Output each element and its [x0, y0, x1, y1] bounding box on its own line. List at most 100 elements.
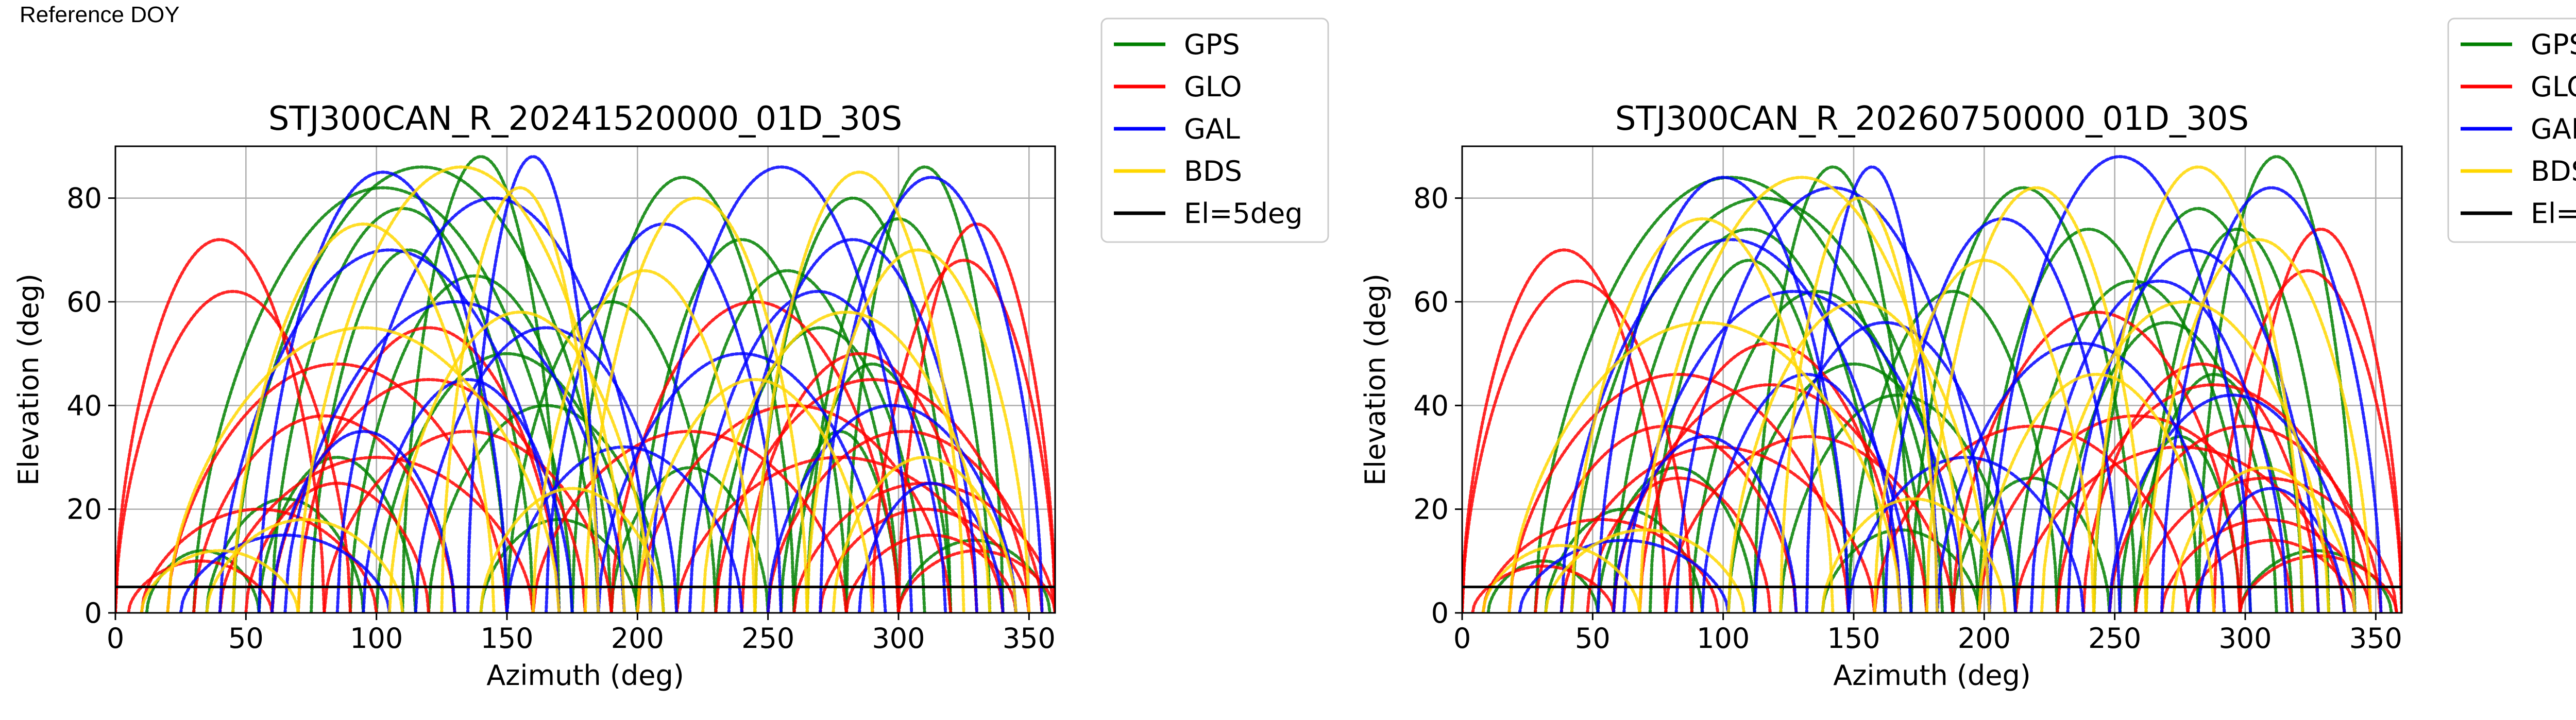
track-bds — [140, 549, 300, 613]
legend-label: GPS — [2531, 28, 2576, 61]
track-gal — [1612, 435, 1798, 613]
chart-title: STJ300CAN_R_20260750000_01D_30S — [1615, 100, 2249, 138]
track-glo — [2014, 445, 2346, 613]
legend-box — [1100, 18, 1329, 243]
track-bds — [1779, 196, 1939, 613]
series-bds — [140, 165, 1031, 613]
track-bds — [231, 222, 496, 613]
plot-frame — [114, 145, 1056, 614]
track-glo — [609, 300, 900, 613]
track-glo — [140, 507, 378, 613]
x-tick-label: 350 — [2349, 622, 2402, 655]
chart-title: STJ300CAN_R_20241520000_01D_30S — [268, 100, 902, 138]
track-glo — [1951, 311, 2242, 613]
track-gal — [819, 176, 1044, 613]
track-glo — [2134, 476, 2398, 613]
x-axis-label: Azimuth (deg) — [1833, 659, 2031, 692]
track-glo — [740, 352, 978, 613]
track-bds — [1570, 217, 1835, 613]
track-glo — [218, 455, 535, 613]
y-axis-label: Elevation (deg) — [12, 273, 45, 486]
x-tick-label: 150 — [480, 622, 533, 655]
x-tick-label: 200 — [611, 622, 664, 655]
legend-label: GLO — [2531, 71, 2576, 103]
track-glo — [871, 259, 1055, 613]
track-gal — [2108, 393, 2357, 613]
track-gal — [283, 300, 626, 613]
y-tick-label: 60 — [1413, 286, 1449, 318]
track-gal — [505, 445, 743, 613]
track-gal — [1622, 289, 1965, 613]
track-bds — [1821, 497, 2007, 613]
track-gal — [270, 430, 456, 613]
track-glo — [819, 507, 1031, 613]
x-axis-label: Azimuth (deg) — [486, 659, 684, 692]
track-gal — [1988, 155, 2252, 613]
track-glo — [897, 549, 1055, 613]
track-gal — [1596, 176, 1850, 613]
track-glo — [1462, 279, 1693, 613]
track-glo — [766, 430, 1044, 613]
track-glo — [1507, 372, 1850, 613]
track-glo — [2238, 228, 2402, 613]
track-bds — [1873, 259, 2096, 613]
x-tick-label: 0 — [107, 622, 124, 655]
x-tick-label: 250 — [2088, 622, 2141, 655]
legend-box — [2447, 18, 2576, 243]
legend-label: El=5deg — [1184, 197, 1303, 230]
track-bds — [2144, 238, 2372, 613]
track-bds — [805, 248, 1031, 613]
track-gps — [792, 362, 953, 613]
track-gps — [1753, 165, 1913, 613]
track-gal — [257, 170, 509, 613]
track-gps — [636, 238, 848, 613]
track-glo — [1664, 435, 1955, 613]
track-gal — [362, 378, 574, 613]
chart-2: 0 50 100 150 200 250 300 350 0 20 40 60 80 STJ300CAN_… — [1359, 18, 2576, 692]
track-bds — [440, 186, 600, 613]
legend-label: BDS — [2531, 155, 2576, 187]
legend: GPS GLO GAL BDS El=5deg — [1100, 18, 1329, 243]
track-gps — [505, 300, 718, 613]
track-bds — [479, 487, 665, 613]
track-bds — [1481, 544, 1641, 613]
y-axis-label: Elevation (deg) — [1359, 273, 1392, 486]
track-glo — [1462, 248, 1668, 613]
track-gps — [205, 497, 365, 613]
track-bds — [2092, 165, 2304, 613]
track-glo — [2081, 362, 2320, 613]
x-tick-label: 0 — [1453, 622, 1471, 655]
track-gps — [570, 176, 796, 613]
track-bds — [1925, 186, 2148, 613]
track-glo — [127, 559, 274, 613]
track-glo — [115, 289, 352, 613]
y-tick-label: 40 — [1413, 389, 1449, 422]
track-gps — [844, 165, 1005, 613]
legend-label: BDS — [1184, 155, 1242, 187]
x-tick-label: 50 — [1575, 622, 1611, 655]
track-gps — [805, 217, 992, 613]
legend-label: El=5deg — [2531, 197, 2576, 230]
y-tick-label: 80 — [66, 182, 102, 215]
track-bds — [701, 311, 992, 613]
track-bds — [388, 311, 652, 613]
track-gps — [1977, 228, 2200, 613]
track-gal — [727, 238, 978, 613]
track-gal — [1518, 539, 1730, 613]
y-tick-label: 40 — [66, 389, 102, 422]
y-tick-label: 0 — [84, 597, 102, 629]
track-gps — [1846, 289, 2059, 613]
track-glo — [2160, 518, 2372, 613]
x-tick-label: 50 — [228, 622, 264, 655]
x-tick-label: 150 — [1827, 622, 1880, 655]
track-glo — [296, 326, 561, 613]
track-bds — [1507, 321, 1903, 613]
track-gps — [257, 455, 417, 613]
track-gps — [375, 352, 639, 613]
plot-area — [115, 155, 1055, 613]
track-bds — [531, 269, 757, 613]
y-tick-label: 20 — [66, 493, 102, 526]
track-gal — [1753, 321, 2018, 613]
x-tick-label: 200 — [1958, 622, 2011, 655]
track-bds — [205, 518, 404, 613]
